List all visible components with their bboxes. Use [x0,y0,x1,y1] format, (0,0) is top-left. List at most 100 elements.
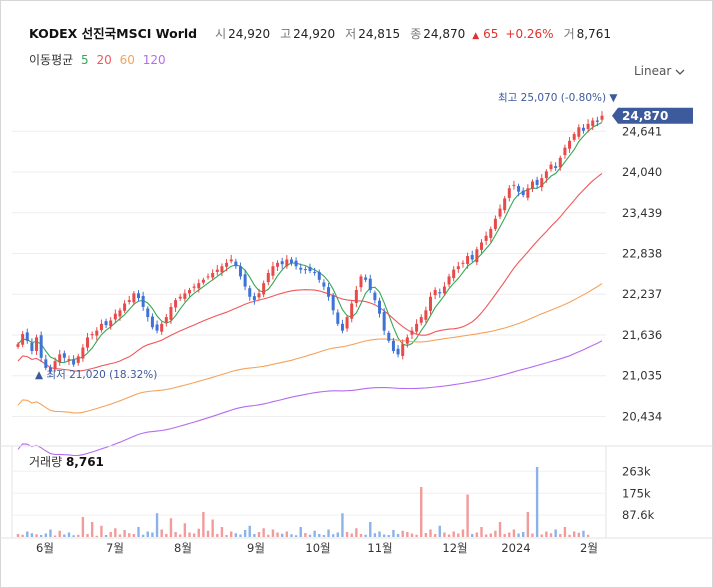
volume-bar [26,531,29,537]
volume-bar [141,534,145,537]
candle-body [350,303,354,319]
candle-body [549,164,553,170]
current-price-label: 24,870 [622,109,668,123]
price-header: KODEX 선진국MSCI World 시 24,920 고 24,920 저 24,… [29,23,611,42]
volume-value: 8,761 [576,27,611,41]
candle-body [132,293,136,303]
volume-bar [67,532,71,537]
volume-bar [429,529,432,537]
candle-body [238,266,242,277]
candle-body [252,296,256,301]
volume-bar [21,534,24,537]
volume-bar [271,529,275,537]
candle-body [368,278,372,290]
candle-body [118,310,122,317]
candle-body [248,288,252,297]
volume-bar [494,530,497,537]
candle-body [405,337,409,344]
candle-body [187,289,191,294]
candle-body [503,198,507,211]
volume-bar [44,533,48,537]
x-axis: 6월 7월 8월 9월 10월 11월 12월 2024 2월 [0,537,713,555]
volume-bar [359,534,363,537]
volume-bar [90,522,94,537]
candle-body [86,337,90,348]
scale-selector-value: Linear [634,64,672,78]
candle-body [322,282,326,287]
volume-bar [535,467,539,537]
candle-body [438,292,442,294]
volume-bar [345,532,349,537]
volume-bar [183,523,187,537]
candle-body [276,262,280,267]
volume-bar [114,528,117,537]
candle-body [470,254,474,260]
candle-body [21,334,25,345]
candle-body [201,279,205,283]
candle-body [109,320,113,327]
scale-selector[interactable]: Linear [634,64,685,78]
change-percent: +0.26% [505,27,554,41]
x-tick-label: 12월 [442,541,467,555]
volume-bar [382,534,386,537]
volume-bar [146,531,149,537]
ma-line-20 [17,172,603,372]
volume-bar [234,533,238,537]
candle-body [39,335,43,358]
volume-header: 거래량 8,761 [29,453,104,470]
candle-body [540,178,544,188]
volume-bar [104,535,108,537]
candle-body [285,259,289,267]
candle-body [44,359,48,368]
candle-body [95,330,99,336]
candle-body [62,353,66,358]
candle-body [169,306,173,320]
candle-body [81,347,85,359]
candle-body [568,140,572,149]
volume-bar [355,528,358,537]
moving-average-legend[interactable]: 이동평균 5 20 60 120 [29,51,170,68]
x-tick-label: 6월 [36,541,54,555]
open-value: 24,920 [228,27,271,41]
candle-body [345,317,349,329]
low-label: 저 [345,27,357,41]
volume-bar [498,522,502,537]
candle-body [396,348,400,355]
candle-body [150,316,154,328]
ma-20: 20 [96,53,112,67]
volume-bar [410,533,414,537]
volume-bar [392,530,395,537]
price-gridlines [12,130,606,417]
candle-body [433,289,437,296]
moving-average-label: 이동평균 [29,53,74,67]
candle-body [595,120,599,122]
x-tick-label: 2024 [501,541,530,555]
volume-bar [86,534,89,537]
close-value: 24,870 [423,27,466,41]
candle-body [234,261,238,267]
volume-bar [169,518,173,537]
candle-body [30,342,34,351]
candle-body [512,184,516,186]
candle-body [67,359,71,361]
volume-bar [577,532,581,537]
candle-body [99,323,103,331]
candle-body [572,134,576,140]
price-tick-label: 20,434 [622,409,662,423]
x-tick-label: 2월 [580,541,598,555]
volume-bar [39,535,43,537]
candle-body [76,356,80,363]
volume-bar [118,534,122,537]
candle-body [558,157,562,168]
volume-bar [257,532,261,537]
candle-body [137,293,141,299]
volume-bar [586,534,590,537]
volume-bar [188,532,191,537]
volume-bar [364,534,367,537]
volume-bar [280,533,284,537]
candle-body [206,276,210,278]
candle-body [461,262,465,264]
candle-body [225,262,229,267]
volume-bar [132,534,136,537]
